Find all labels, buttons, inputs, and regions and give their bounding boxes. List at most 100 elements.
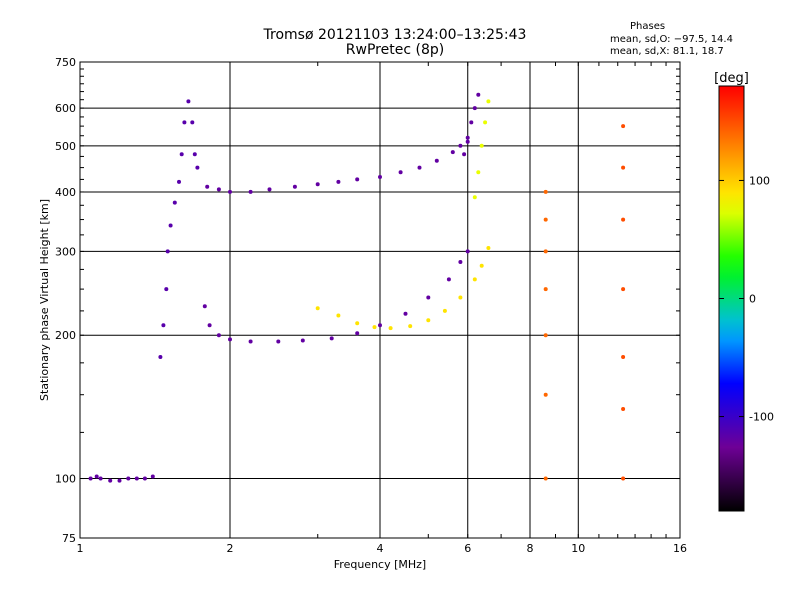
colorbar-tick-label: 0 bbox=[749, 293, 756, 306]
chart-subtitle: RwPretec (8p) bbox=[345, 42, 445, 58]
data-point bbox=[190, 120, 195, 125]
data-point bbox=[417, 165, 422, 170]
data-point bbox=[165, 249, 170, 254]
data-point bbox=[228, 189, 232, 194]
data-point bbox=[315, 306, 320, 311]
data-point bbox=[205, 184, 210, 189]
data-point bbox=[355, 321, 360, 326]
data-point bbox=[336, 179, 341, 184]
phase-stats-x: mean, sd,X: 81.1, 18.7 bbox=[610, 46, 724, 57]
x-axis-label: Frequency [MHz] bbox=[334, 558, 426, 571]
y-tick-label: 300 bbox=[55, 245, 76, 258]
data-point bbox=[207, 323, 212, 328]
y-tick-label: 75 bbox=[62, 532, 76, 545]
data-point bbox=[621, 124, 626, 129]
y-tick-label: 100 bbox=[55, 473, 76, 486]
data-point bbox=[378, 175, 382, 179]
data-point bbox=[388, 326, 393, 331]
data-point bbox=[94, 474, 99, 479]
y-tick-label: 500 bbox=[55, 140, 76, 153]
data-point bbox=[168, 223, 173, 228]
data-point bbox=[292, 184, 297, 189]
data-point bbox=[164, 287, 169, 292]
data-point bbox=[543, 287, 548, 292]
data-point bbox=[378, 323, 382, 328]
data-point bbox=[472, 106, 477, 111]
data-point bbox=[621, 287, 626, 292]
data-point bbox=[486, 246, 491, 250]
phase-heading: Phases bbox=[630, 21, 666, 32]
data-point bbox=[186, 99, 191, 104]
data-point bbox=[172, 200, 177, 205]
data-point bbox=[182, 120, 187, 125]
data-point bbox=[126, 476, 131, 481]
data-point bbox=[479, 263, 484, 268]
data-point bbox=[462, 152, 467, 157]
data-point bbox=[142, 476, 147, 481]
y-tick-label: 400 bbox=[55, 186, 76, 199]
data-point bbox=[408, 324, 413, 329]
data-point bbox=[192, 152, 197, 157]
y-tick-label: 600 bbox=[55, 102, 76, 115]
data-point bbox=[150, 474, 155, 479]
data-point bbox=[543, 392, 548, 397]
data-point bbox=[216, 333, 221, 338]
data-point bbox=[134, 476, 139, 481]
y-axis-label: Stationary phase Virtual Height [km] bbox=[38, 199, 51, 401]
data-point bbox=[329, 336, 334, 341]
y-tick-label: 750 bbox=[55, 56, 76, 69]
data-point bbox=[179, 152, 184, 157]
data-point bbox=[465, 135, 470, 140]
data-point bbox=[450, 150, 455, 155]
data-point bbox=[472, 277, 477, 282]
data-point bbox=[161, 323, 166, 328]
x-tick-label: 16 bbox=[673, 542, 687, 555]
data-point bbox=[248, 189, 253, 194]
data-point bbox=[486, 99, 491, 104]
data-point bbox=[336, 313, 341, 318]
data-point bbox=[300, 338, 305, 343]
data-point bbox=[108, 478, 113, 483]
y-tick-label: 200 bbox=[55, 329, 76, 342]
data-point bbox=[543, 217, 548, 222]
data-point bbox=[543, 189, 548, 194]
data-point bbox=[315, 182, 320, 187]
colorbar-tick-label: 100 bbox=[749, 174, 770, 187]
data-point bbox=[442, 308, 447, 313]
x-tick-label: 4 bbox=[377, 542, 384, 555]
data-point bbox=[158, 355, 163, 359]
phase-stats-o: mean, sd,O: −97.5, 14.4 bbox=[610, 34, 733, 45]
data-point bbox=[202, 304, 207, 309]
data-point bbox=[426, 318, 431, 323]
chart-title: Tromsø 20121103 13:24:00–13:25:43 bbox=[263, 27, 527, 43]
data-point bbox=[228, 337, 232, 342]
data-point bbox=[476, 92, 481, 97]
data-point bbox=[195, 165, 200, 170]
data-point bbox=[403, 311, 408, 316]
data-point bbox=[88, 476, 93, 481]
data-point bbox=[434, 158, 439, 163]
data-point bbox=[216, 187, 221, 192]
data-point bbox=[426, 295, 431, 300]
data-point bbox=[543, 333, 548, 338]
data-point bbox=[276, 339, 281, 344]
data-point bbox=[372, 325, 377, 330]
colorbar-tick-label: -100 bbox=[749, 411, 774, 424]
data-point bbox=[543, 249, 548, 254]
data-point bbox=[177, 179, 181, 184]
data-point bbox=[267, 187, 272, 192]
data-point bbox=[458, 143, 463, 148]
data-point bbox=[398, 170, 403, 175]
data-point bbox=[479, 143, 484, 148]
data-point bbox=[621, 476, 626, 481]
x-tick-label: 6 bbox=[464, 542, 471, 555]
data-point bbox=[465, 139, 470, 144]
data-point bbox=[543, 476, 548, 481]
data-point bbox=[98, 476, 103, 481]
data-point bbox=[355, 331, 360, 336]
data-point bbox=[117, 478, 122, 483]
data-point bbox=[621, 407, 626, 411]
colorbar-label: [deg] bbox=[714, 71, 749, 86]
